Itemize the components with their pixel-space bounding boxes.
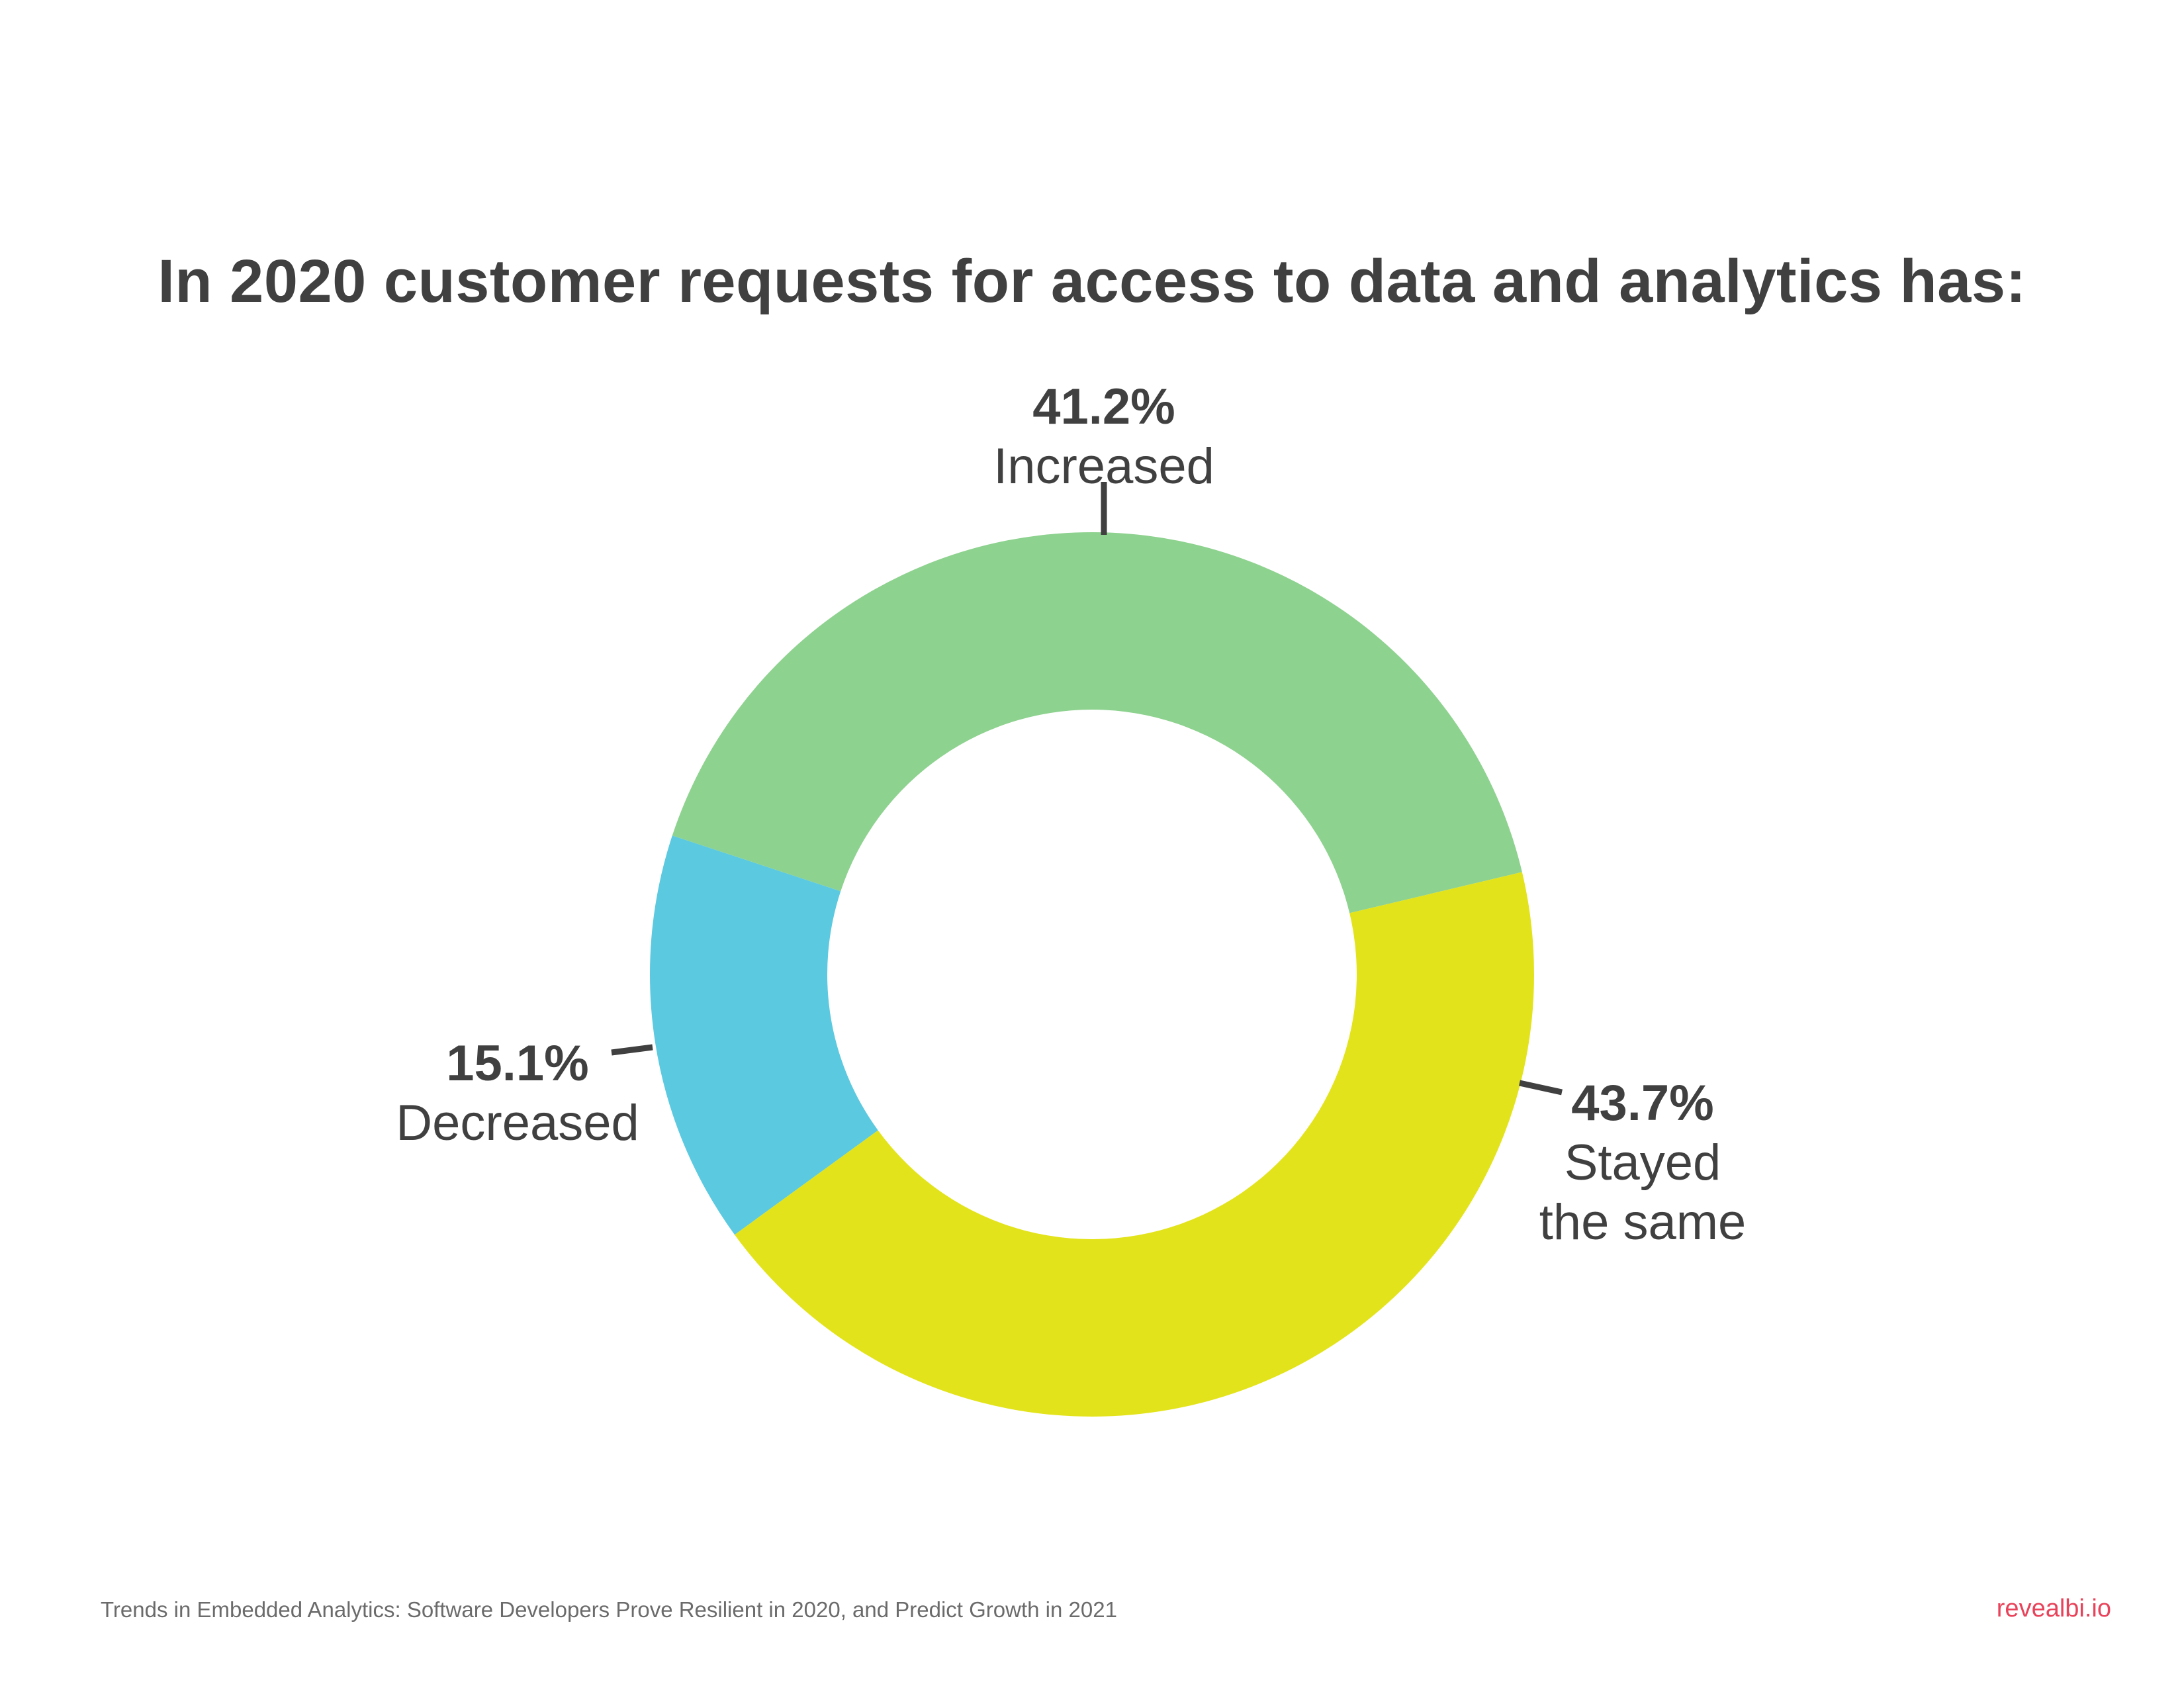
donut-slice-decreased	[649, 835, 878, 1235]
leader-line-stayed-the-same	[1519, 1080, 1563, 1096]
source-note: Trends in Embedded Analytics: Software D…	[101, 1597, 1117, 1622]
donut-slice-stayed-the-same	[734, 872, 1534, 1417]
slice-category-label: Decreased	[396, 1095, 639, 1151]
leader-line-decreased	[611, 1044, 653, 1056]
brand-link[interactable]: revealbi.io	[1996, 1595, 2111, 1622]
donut-slice-increased	[672, 532, 1522, 914]
slice-category-label: Increased	[993, 438, 1214, 494]
slice-value-label: 15.1%	[446, 1035, 589, 1092]
slice-category-label: the same	[1539, 1194, 1747, 1250]
slice-value-label: 41.2%	[1032, 379, 1175, 435]
slice-category-label: Stayed	[1565, 1135, 1721, 1191]
slice-value-label: 43.7%	[1571, 1075, 1714, 1131]
chart-title: In 2020 customer requests for access to …	[158, 248, 2026, 315]
donut-slices	[649, 532, 1534, 1417]
